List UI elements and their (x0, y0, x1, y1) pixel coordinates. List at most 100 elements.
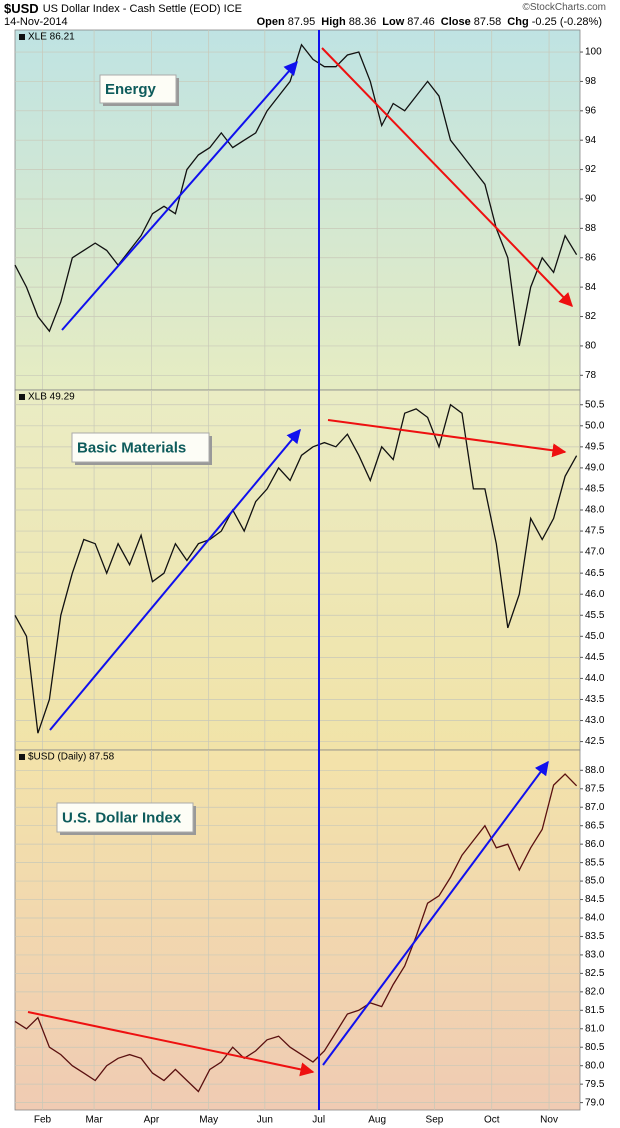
price-line (14, 773, 578, 1093)
y-tick-label: 42.5 (585, 736, 605, 747)
y-tick-label: 50.0 (585, 420, 605, 431)
y-tick-label: 80.0 (585, 1060, 605, 1071)
y-tick-label: 45.5 (585, 610, 605, 621)
quote-label: Low (382, 16, 405, 28)
y-tick-label: 84 (585, 282, 597, 293)
series-label: XLB 49.29 (28, 392, 75, 403)
label-icon (19, 394, 25, 400)
title-row: $USD US Dollar Index - Cash Settle (EOD)… (4, 1, 616, 16)
y-tick-label: 47.5 (585, 526, 605, 537)
y-tick-label: 81.5 (585, 1005, 605, 1016)
quote-field: Chg -0.25 (-0.28%) (507, 16, 602, 28)
y-tick-label: 86.5 (585, 820, 605, 831)
y-tick-label: 49.5 (585, 441, 605, 452)
quote-label: Open (256, 16, 285, 28)
x-tick-label: Jul (312, 1115, 325, 1126)
quote-value: 88.36 (348, 16, 377, 28)
y-tick-label: 43.0 (585, 715, 605, 726)
y-tick-label: 87.0 (585, 802, 605, 813)
y-tick-label: 84.0 (585, 913, 605, 924)
trend-arrow (321, 47, 573, 308)
quote-field: Open 87.95 (257, 16, 316, 28)
quote: Open 87.95 High 88.36 Low 87.46 Close 87.58 Chg -… (251, 16, 602, 28)
header: $USD US Dollar Index - Cash Settle (EOD)… (0, 0, 620, 30)
y-tick-label: 44.5 (585, 652, 605, 663)
y-tick-label: 45.0 (585, 631, 605, 642)
y-tick-label: 92 (585, 164, 597, 175)
y-tick-label: 88.0 (585, 765, 605, 776)
y-tick-label: 79.5 (585, 1079, 605, 1090)
series-label: $USD (Daily) 87.58 (28, 752, 115, 763)
y-tick-label: 96 (585, 105, 597, 116)
panels: 78 80 82 84 86 88 90 92 94 96 98 100 XLE 86.21 Energy… (14, 29, 605, 1126)
series-label: XLE 86.21 (28, 32, 75, 43)
trend-arrow (49, 428, 301, 731)
y-tick-label: 100 (585, 47, 602, 58)
y-tick-label: 46.0 (585, 589, 605, 600)
x-tick-label: Aug (368, 1115, 386, 1126)
y-tick-label: 50.5 (585, 399, 605, 410)
quote-label: Chg (507, 16, 529, 28)
y-tick-label: 80 (585, 341, 597, 352)
x-tick-label: May (199, 1115, 218, 1126)
copyright: ©StockCharts.com (522, 2, 606, 13)
x-tick-label: Apr (144, 1115, 160, 1126)
y-tick-label: 86.0 (585, 839, 605, 850)
quote-row: 14-Nov-2014 Open 87.95 High 88.36 Low 87.46 Cl… (4, 16, 616, 28)
symbol: $USD (4, 1, 39, 16)
y-tick-label: 98 (585, 76, 597, 87)
y-tick-label: 94 (585, 135, 597, 146)
annotation-box (56, 802, 194, 833)
quote-value: 87.46 (407, 16, 435, 28)
y-tick-label: 85.0 (585, 876, 605, 887)
y-tick-label: 82.5 (585, 968, 605, 979)
label-icon (19, 34, 25, 40)
quote-field: Low 87.46 (382, 16, 435, 28)
date: 14-Nov-2014 (4, 16, 68, 28)
y-tick-label: 80.5 (585, 1042, 605, 1053)
label-icon (19, 754, 25, 760)
y-tick-label: 86 (585, 252, 597, 263)
trend-arrow (27, 1011, 315, 1077)
trend-arrows (27, 30, 573, 1110)
x-tick-label: Nov (540, 1115, 558, 1126)
y-tick-label: 90 (585, 194, 597, 205)
trend-arrow (61, 60, 298, 331)
y-tick-label: 83.5 (585, 931, 605, 942)
trend-arrow (322, 760, 549, 1066)
annotation: Energy (105, 81, 157, 98)
y-tick-label: 87.5 (585, 783, 605, 794)
y-tick-label: 79.0 (585, 1097, 605, 1108)
y-tick-label: 85.5 (585, 857, 605, 868)
x-tick-label: Oct (484, 1115, 500, 1126)
y-tick-label: 84.5 (585, 894, 605, 905)
y-tick-label: 44.0 (585, 673, 605, 684)
quote-label: High (321, 16, 346, 28)
y-tick-label: 88 (585, 223, 597, 234)
quote-label: Close (440, 16, 471, 28)
price-line (14, 403, 578, 734)
y-tick-label: 46.5 (585, 568, 605, 579)
y-tick-label: 83.0 (585, 950, 605, 961)
instrument-name: US Dollar Index - Cash Settle (EOD) ICE (42, 3, 242, 15)
trend-arrow (327, 419, 567, 458)
x-tick-label: Mar (85, 1115, 103, 1126)
annotation: U.S. Dollar Index (62, 809, 182, 826)
x-tick-label: Sep (426, 1115, 444, 1126)
x-tick-label: Jun (257, 1115, 273, 1126)
y-tick-label: 48.0 (585, 505, 605, 516)
y-tick-label: 49.0 (585, 463, 605, 474)
y-tick-label: 47.0 (585, 547, 605, 558)
quote-value: -0.25 (-0.28%) (531, 16, 602, 28)
quote-field: Close 87.58 (441, 16, 502, 28)
annotation: Basic Materials (77, 439, 186, 456)
annotation-box (99, 74, 177, 104)
x-tick-label: Feb (34, 1115, 52, 1126)
quote-field: High 88.36 (321, 16, 376, 28)
y-tick-label: 82 (585, 311, 597, 322)
y-tick-label: 43.5 (585, 694, 605, 705)
quote-value: 87.58 (473, 16, 502, 28)
y-tick-label: 78 (585, 370, 597, 381)
